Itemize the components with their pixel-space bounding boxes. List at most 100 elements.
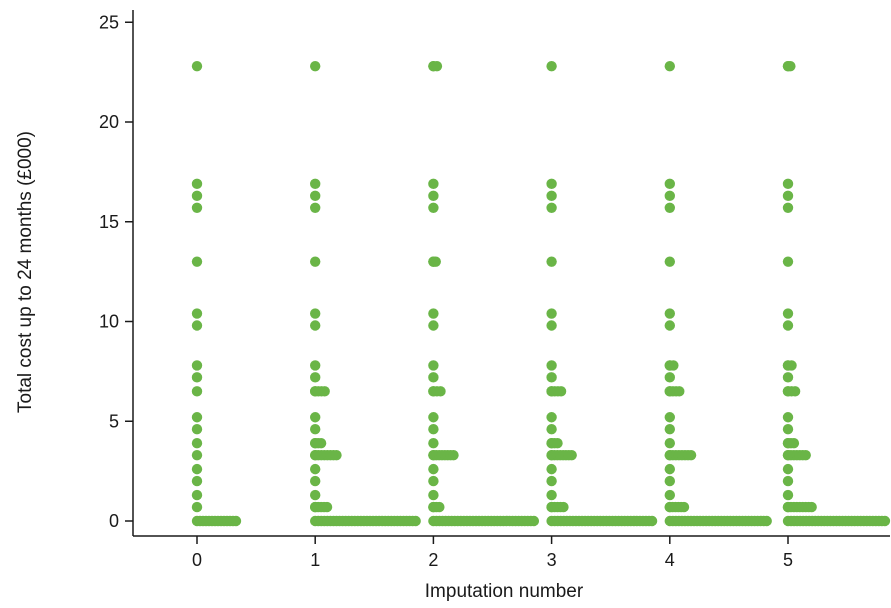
data-point (435, 386, 446, 397)
data-point (191, 449, 203, 461)
data-point (546, 256, 557, 267)
data-point (428, 489, 439, 501)
data-point (310, 412, 321, 423)
data-point (788, 437, 800, 449)
data-point (310, 360, 321, 371)
data-point (230, 515, 242, 527)
data-point (431, 60, 443, 72)
data-point (428, 190, 439, 202)
data-point (782, 489, 794, 501)
data-point (315, 437, 327, 449)
data-point (191, 501, 203, 513)
data-point (191, 489, 203, 501)
data-point (428, 360, 439, 371)
y-tick-label: 20 (99, 112, 119, 132)
data-point (782, 412, 794, 423)
data-point (191, 190, 203, 202)
data-point (785, 60, 796, 72)
data-point (674, 386, 685, 397)
data-point (546, 202, 557, 213)
data-point (191, 475, 203, 487)
x-tick-label: 5 (783, 550, 793, 570)
data-point (664, 475, 675, 487)
data-point (191, 412, 203, 423)
data-point (191, 463, 203, 475)
data-point (646, 515, 658, 527)
data-point (310, 372, 321, 383)
data-point (191, 178, 203, 190)
series-imputation-0 (191, 60, 242, 527)
data-point (546, 60, 557, 72)
data-point (331, 449, 342, 461)
data-point (546, 412, 557, 423)
data-point (664, 178, 675, 190)
data-point (191, 202, 203, 213)
data-point (664, 412, 675, 423)
data-point (782, 190, 794, 202)
data-point (428, 437, 439, 449)
data-point (310, 489, 321, 501)
data-point (310, 60, 321, 72)
x-tick-label: 3 (547, 550, 557, 570)
data-point (310, 463, 321, 475)
data-point (664, 437, 675, 449)
data-point (428, 178, 439, 190)
data-point (782, 308, 794, 319)
data-point (546, 308, 557, 319)
x-tick-label: 1 (310, 550, 320, 570)
data-point (448, 449, 459, 461)
data-point (782, 475, 794, 487)
data-point (410, 515, 421, 527)
data-point (191, 437, 203, 449)
y-axis-ticks: 0 5 10 15 20 25 (99, 12, 133, 531)
data-point (191, 386, 203, 397)
y-tick-label: 15 (99, 212, 119, 232)
x-tick-label: 0 (192, 550, 202, 570)
data-point (546, 424, 557, 435)
data-point (546, 178, 557, 190)
data-point (546, 489, 557, 501)
data-point (782, 178, 794, 190)
data-point (668, 360, 679, 371)
data-point (552, 437, 563, 449)
data-point (528, 515, 540, 527)
data-point (782, 202, 794, 213)
data-point (664, 190, 675, 202)
data-point (546, 372, 557, 383)
data-point (789, 386, 801, 397)
data-point (310, 202, 321, 213)
data-point (664, 463, 675, 475)
data-point (782, 256, 794, 267)
data-point (434, 501, 445, 513)
data-point (546, 475, 557, 487)
data-point (191, 360, 203, 371)
x-axis-title: Imputation number (425, 581, 584, 602)
y-tick-label: 0 (109, 511, 119, 531)
data-point (191, 424, 203, 435)
data-point (761, 515, 772, 527)
data-point (879, 515, 891, 527)
y-tick-label: 25 (99, 12, 119, 32)
x-tick-label: 4 (665, 550, 675, 570)
data-point (310, 308, 321, 319)
data-point (428, 463, 439, 475)
series-imputation-2 (428, 60, 540, 527)
y-tick-label: 5 (109, 411, 119, 431)
data-point (664, 424, 675, 435)
data-point (310, 256, 321, 267)
data-point (685, 449, 697, 461)
data-point (664, 320, 675, 331)
data-point (782, 463, 794, 475)
data-point (664, 202, 675, 213)
data-point (782, 424, 794, 435)
data-point (428, 424, 439, 435)
data-point (191, 372, 203, 383)
data-point (191, 256, 203, 267)
data-point (800, 449, 811, 461)
data-point (664, 489, 675, 501)
data-point (321, 501, 333, 513)
data-point (310, 190, 321, 202)
x-tick-label: 2 (428, 550, 438, 570)
series-imputation-5 (782, 60, 891, 527)
